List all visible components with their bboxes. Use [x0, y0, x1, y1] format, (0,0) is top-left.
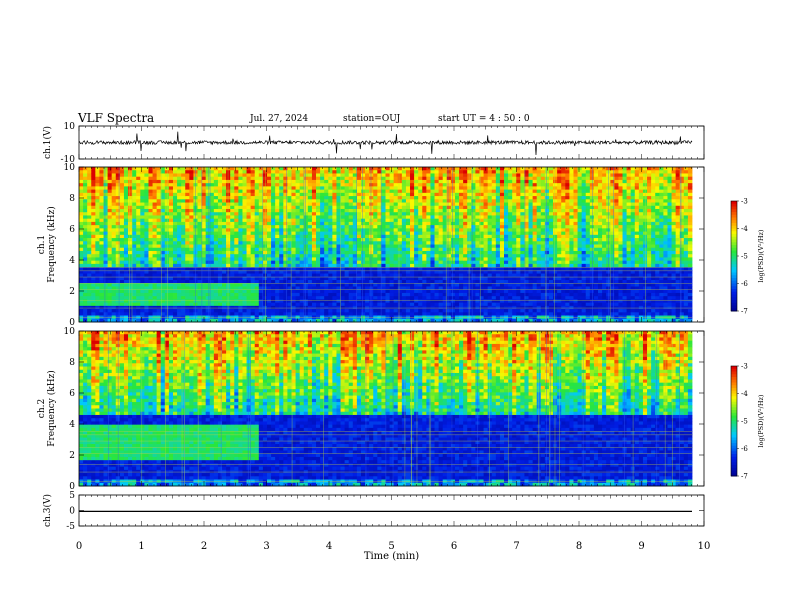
xtick-label: 4	[326, 541, 332, 552]
xtick-label: 3	[263, 541, 269, 552]
waveform-layer	[78, 131, 693, 512]
colorbar-layer	[730, 200, 739, 477]
ytick-label: 4	[69, 420, 75, 430]
colorbar-tick-label: -5	[741, 418, 748, 426]
station-label: station=OUJ	[343, 114, 401, 124]
ytick-label: -10	[61, 155, 76, 165]
colorbar-ch2	[730, 365, 739, 477]
ytick-label: 0	[69, 507, 75, 517]
spectrogram-ch1	[79, 167, 693, 323]
colorbar-tick-label: -6	[741, 445, 748, 453]
xtick-label: 5	[388, 541, 394, 552]
ytick-label: 0	[69, 318, 75, 328]
xtick-label: 0	[76, 541, 82, 552]
ytick-label: -5	[66, 522, 75, 532]
ytick-label: 4	[69, 256, 75, 266]
xtick-label: 1	[138, 541, 144, 552]
ytick-label: 6	[69, 389, 75, 399]
xaxis-label: Time (min)	[364, 551, 419, 562]
colorbar-tick-label: -3	[741, 198, 748, 206]
colorbar-tick-label: -3	[741, 363, 748, 371]
ytick-label: 2	[69, 451, 75, 461]
ytick-label: 10	[64, 163, 76, 173]
colorbar-tick-label: -7	[741, 308, 748, 316]
ylabel-2: ch.1	[37, 235, 47, 254]
colorbar-label: log(PSD)(V²/Hz)	[757, 229, 765, 282]
xtick-label: 7	[513, 541, 519, 552]
ch1-waveform-trace	[78, 131, 693, 156]
ylabel-3: ch.2	[37, 399, 47, 418]
start-time-label: start UT = 4 : 50 : 0	[438, 114, 530, 124]
ylabel-4: ch.3(V)	[42, 494, 53, 527]
colorbar-tick-label: -4	[741, 390, 748, 398]
xtick-label: 2	[201, 541, 207, 552]
colorbar-label: log(PSD)(V²/Hz)	[757, 394, 765, 447]
axes-layer	[78, 125, 705, 527]
ytick-label: 10	[64, 327, 76, 337]
ytick-label: 2	[69, 287, 75, 297]
ytick-label: 10	[64, 122, 76, 132]
colorbar-tick-label: -4	[741, 225, 748, 233]
chart-title: VLF Spectra	[78, 111, 155, 125]
spectrogram-ch2	[79, 331, 693, 487]
colorbar-tick-label: -7	[741, 473, 748, 481]
colorbar-ch1	[730, 200, 739, 312]
ylabel-1: ch.1(V)	[42, 126, 53, 159]
colorbar-tick-label: -5	[741, 253, 748, 261]
ylabel-2: Frequency (kHz)	[46, 206, 57, 283]
xtick-label: 10	[698, 541, 711, 552]
ytick-label: 6	[69, 225, 75, 235]
ytick-label: 5	[69, 491, 75, 501]
colorbar-tick-label: -6	[741, 280, 748, 288]
date-label: Jul. 27, 2024	[250, 114, 309, 124]
ytick-label: 8	[69, 194, 75, 204]
ytick-label: 0	[69, 482, 75, 492]
xtick-label: 9	[638, 541, 644, 552]
spectrogram-layer	[79, 167, 693, 487]
xtick-label: 8	[576, 541, 582, 552]
ylabel-3: Frequency (kHz)	[46, 370, 57, 447]
xtick-label: 6	[451, 541, 457, 552]
ytick-label: 8	[69, 358, 75, 368]
